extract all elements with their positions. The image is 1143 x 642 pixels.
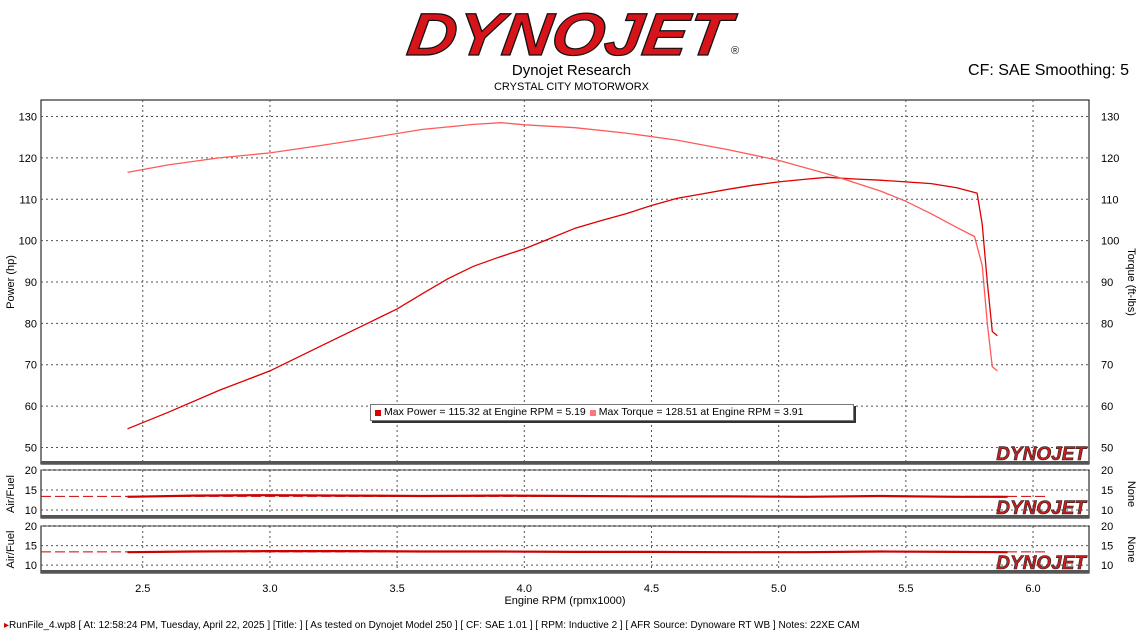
y-tick-label: 80 — [25, 318, 37, 330]
y2-tick-label: 15 — [1101, 541, 1113, 553]
y-tick-label: 20 — [25, 521, 37, 533]
x-tick-label: 6.0 — [1025, 583, 1040, 595]
shop-name: CRYSTAL CITY MOTORWORX — [493, 81, 650, 93]
y-axis-label: Air/Fuel — [5, 531, 17, 569]
chart-panel-2: 10 10 15 15 20 20 Air/Fuel None DYNOJET — [5, 465, 1137, 519]
y-tick-label: 60 — [25, 401, 37, 413]
dynojet-watermark: DYNOJET — [996, 444, 1087, 465]
chart-panel-3: 10 10 15 15 20 20 Air/Fuel None DYNOJET — [5, 521, 1137, 574]
y-axis-label: Power (hp) — [5, 255, 17, 309]
x-tick-label: 2.5 — [135, 583, 150, 595]
chart-legend: Max Power = 115.32 at Engine RPM = 5.19 … — [370, 404, 854, 421]
legend-power: Max Power = 115.32 at Engine RPM = 5.19 — [375, 405, 586, 420]
y-tick-label: 50 — [25, 442, 37, 454]
x-axis-label: Engine RPM (rpmx1000) — [504, 595, 625, 607]
x-tick-label: 5.5 — [898, 583, 913, 595]
y-tick-label: 15 — [25, 541, 37, 553]
company-name: Dynojet Research — [511, 62, 632, 79]
legend-torque: Max Torque = 128.51 at Engine RPM = 3.91 — [589, 405, 804, 420]
y-tick-label: 15 — [25, 485, 37, 497]
plot-area — [40, 469, 1090, 519]
y-tick-label: 10 — [25, 505, 37, 517]
y2-tick-label: 15 — [1101, 485, 1113, 497]
dynojet-watermark: DYNOJET — [996, 553, 1087, 574]
y2-axis-label: Torque (ft-lbs) — [1125, 248, 1137, 316]
plot-bottom-bar — [41, 461, 1089, 464]
y2-tick-label: 50 — [1101, 442, 1113, 454]
y-tick-label: 110 — [19, 194, 37, 206]
legend-power-swatch — [375, 409, 381, 416]
plot-area — [40, 525, 1090, 574]
dynojet-watermark: DYNOJET — [996, 498, 1087, 519]
afr-series-line — [127, 549, 1008, 554]
y2-tick-label: 90 — [1101, 277, 1113, 289]
plot-area — [40, 99, 1090, 465]
y2-tick-label: 70 — [1101, 360, 1113, 372]
power-series-line — [127, 176, 998, 430]
y2-tick-label: 60 — [1101, 401, 1113, 413]
x-tick-label: 5.0 — [771, 583, 786, 595]
plot-bottom-bar — [41, 570, 1089, 573]
x-tick-label: 4.5 — [644, 583, 659, 595]
legend-torque-swatch — [589, 409, 596, 416]
y2-tick-label: 10 — [1101, 560, 1113, 572]
dynojet-logo: DYNOJET ® — [403, 0, 742, 60]
y-axis-label: Air/Fuel — [5, 475, 17, 513]
y2-tick-label: 80 — [1101, 318, 1113, 330]
y2-axis-label: None — [1125, 536, 1137, 562]
footer-text: RunFile_4.wp8 [ At: 12:58:24 PM, Tuesday… — [9, 620, 860, 631]
afr-series-line — [127, 494, 1008, 498]
y2-tick-label: 130 — [1101, 112, 1119, 124]
y-tick-label: 100 — [19, 236, 37, 248]
y2-tick-label: 110 — [1101, 194, 1119, 206]
y2-axis-label: None — [1125, 481, 1137, 507]
chart-panel-1: 50 50 60 60 70 70 80 80 90 90 100 100 110 110 120 120 13… — [5, 99, 1137, 465]
x-tick-label: 3.0 — [262, 583, 277, 595]
y2-tick-label: 120 — [1101, 153, 1119, 165]
run-file-footer: ▸RunFile_4.wp8 [ At: 12:58:24 PM, Tuesda… — [4, 620, 860, 631]
y2-tick-label: 20 — [1101, 521, 1113, 533]
torque-series-line — [127, 122, 998, 372]
y-tick-label: 10 — [25, 560, 37, 572]
y2-tick-label: 20 — [1101, 465, 1113, 477]
y2-tick-label: 10 — [1101, 505, 1113, 517]
dynojet-logo-text: DYNOJET — [403, 0, 740, 60]
legend-power-label: Max Power = 115.32 at Engine RPM = 5.19 — [384, 406, 586, 418]
x-tick-label: 4.0 — [517, 583, 532, 595]
legend-torque-label: Max Torque = 128.51 at Engine RPM = 3.91 — [598, 406, 804, 418]
y2-tick-label: 100 — [1101, 236, 1119, 248]
registered-mark: ® — [731, 45, 739, 57]
x-tick-label: 3.5 — [389, 583, 404, 595]
y-tick-label: 120 — [19, 153, 37, 165]
y-tick-label: 70 — [25, 360, 37, 372]
y-tick-label: 20 — [25, 465, 37, 477]
y-tick-label: 130 — [19, 112, 37, 124]
y-tick-label: 90 — [25, 277, 37, 289]
correction-smoothing: CF: SAE Smoothing: 5 — [968, 62, 1129, 79]
plot-bottom-bar — [41, 515, 1089, 518]
footer-marker: ▸ — [4, 620, 10, 631]
